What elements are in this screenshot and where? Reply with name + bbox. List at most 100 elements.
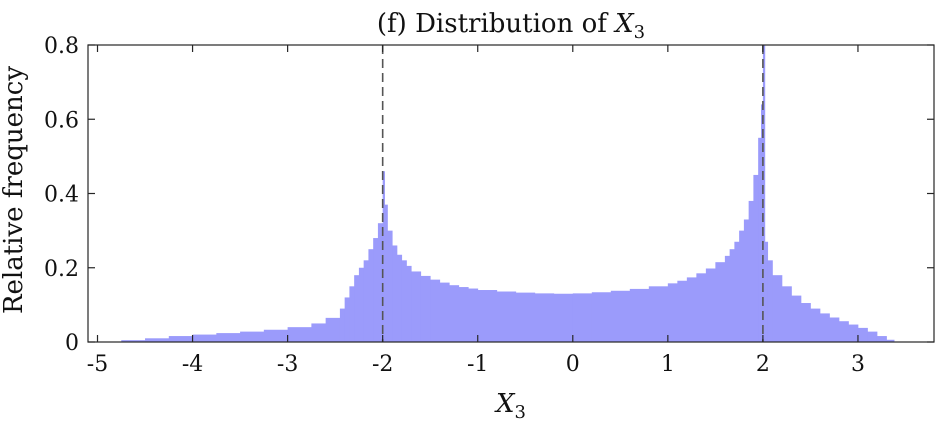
histogram-bar <box>867 331 878 342</box>
histogram-bar <box>739 230 745 343</box>
histogram-bar <box>406 265 412 342</box>
histogram-bar <box>667 283 678 342</box>
y-tick-label: 0.2 <box>44 257 79 282</box>
histogram-bar <box>743 219 750 342</box>
histogram-bar <box>591 292 612 342</box>
chart-title-prefix: (f) Distribution of <box>377 9 609 39</box>
chart-title: (f) Distribution of X3 <box>377 9 645 43</box>
histogram-bar <box>886 339 895 342</box>
x-axis-ticks: -5 -4 -3 -2 -1 0 1 2 3 <box>87 45 865 377</box>
histogram-bar <box>762 45 766 342</box>
histogram-bar <box>384 204 388 342</box>
histogram-bar <box>515 292 536 342</box>
histogram-bar <box>686 277 697 342</box>
histogram-bar <box>377 223 384 342</box>
y-axis-label: Relative frequency <box>0 66 29 314</box>
x-tick-label: -5 <box>87 352 108 377</box>
histogram-bar <box>876 336 887 342</box>
histogram-bar <box>764 241 769 342</box>
x-axis-label-variable: X <box>494 389 516 419</box>
histogram-bar <box>411 271 422 342</box>
histogram-bar <box>838 321 849 342</box>
histogram-bar <box>553 293 574 342</box>
histogram-bar <box>216 333 241 342</box>
x-tick-label: 1 <box>661 352 675 377</box>
histogram-bar <box>829 317 840 342</box>
y-axis-ticks: 0 0.2 0.4 0.6 0.8 <box>44 34 934 356</box>
histogram-bar <box>363 260 369 342</box>
x-tick-label: 0 <box>566 352 580 377</box>
histogram-bar <box>121 340 146 342</box>
histogram-bar <box>781 286 792 342</box>
histogram-bar <box>168 336 193 342</box>
histogram-bar <box>468 288 479 342</box>
histogram-bar <box>610 290 631 342</box>
x-axis-label-subscript: 3 <box>515 402 526 420</box>
histogram-bar <box>848 324 859 342</box>
histogram-bar <box>857 327 868 342</box>
chart-title-subscript: 3 <box>634 22 645 43</box>
histogram-bar <box>772 275 783 342</box>
x-tick-label: -1 <box>467 352 488 377</box>
histogram-bar <box>339 308 346 342</box>
histogram-bar <box>373 238 379 342</box>
histogram-bar <box>800 303 811 342</box>
histogram-bar <box>311 323 327 342</box>
histogram-bar <box>354 275 360 342</box>
histogram-bar <box>758 137 762 342</box>
histogram-bar <box>287 327 312 342</box>
x-tick-label: -4 <box>182 352 203 377</box>
histogram-bar <box>715 262 726 342</box>
histogram-bar <box>534 293 555 342</box>
histogram-bar <box>791 295 802 342</box>
x-tick-label: -2 <box>372 352 393 377</box>
histogram-bar <box>387 230 393 343</box>
histogram-bar <box>439 282 450 342</box>
y-tick-label: 0.8 <box>44 34 79 59</box>
histogram-bar <box>358 267 365 342</box>
histogram-bar <box>705 268 716 342</box>
histogram-bar <box>477 290 498 342</box>
histogram-bar <box>696 273 707 342</box>
histogram-bar <box>392 245 398 342</box>
histogram-bar <box>458 287 469 342</box>
y-tick-label: 0.6 <box>44 108 79 133</box>
histogram-bar <box>401 260 407 342</box>
histogram-bar <box>430 279 441 342</box>
histogram-bar <box>729 249 735 342</box>
histogram-bar <box>724 255 731 342</box>
histogram-bar <box>734 241 740 342</box>
y-tick-label: 0.4 <box>44 183 79 208</box>
x-tick-label: -3 <box>277 352 298 377</box>
y-tick-label: 0 <box>65 331 79 356</box>
histogram-bar <box>496 291 517 342</box>
histogram-bar <box>753 174 759 342</box>
histogram-bar <box>192 334 217 342</box>
histogram-bar <box>396 254 403 342</box>
histogram-bar <box>572 293 593 342</box>
histogram-bar <box>263 329 289 342</box>
histogram-bar <box>145 338 170 342</box>
x-axis-label: X3 <box>494 389 526 420</box>
histogram-bar <box>349 286 355 342</box>
histogram-bar <box>420 275 431 342</box>
histogram-bar <box>629 288 650 342</box>
histogram-bar <box>810 308 821 342</box>
histogram-bar <box>819 313 830 342</box>
histogram-bar <box>767 260 773 342</box>
histogram-bar <box>368 249 374 342</box>
histogram-bar <box>449 285 460 342</box>
x-tick-label: 3 <box>851 352 865 377</box>
histogram-bar <box>344 297 350 342</box>
histogram-bars <box>121 45 895 343</box>
histogram-bar <box>325 317 341 342</box>
histogram-bar <box>648 286 669 342</box>
histogram-bar <box>748 200 754 342</box>
histogram-bar <box>761 104 764 343</box>
x-tick-label: 2 <box>756 352 770 377</box>
chart-title-variable: X <box>613 9 635 39</box>
reference-lines <box>381 45 764 342</box>
histogram-bar <box>677 280 688 342</box>
